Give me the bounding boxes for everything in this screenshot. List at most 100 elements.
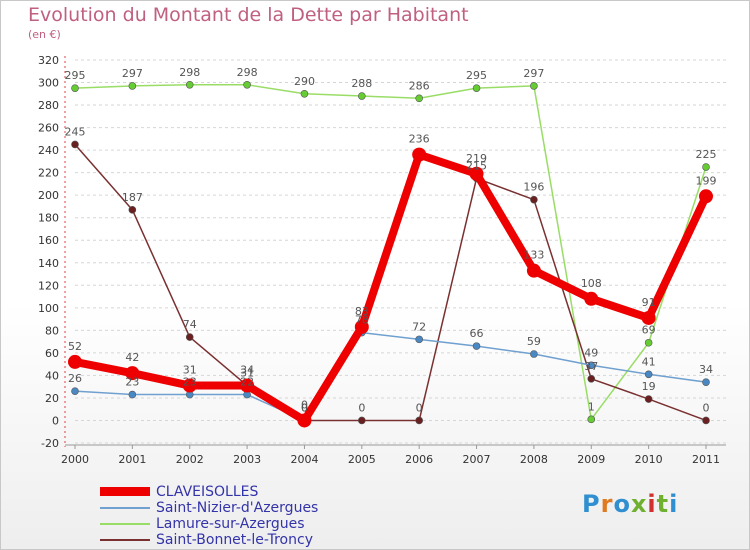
- data-label: 199: [696, 174, 717, 187]
- data-label: 1: [588, 400, 595, 413]
- data-label: 23: [183, 376, 197, 389]
- data-point: [530, 195, 538, 204]
- data-point: [182, 378, 197, 393]
- data-label: 297: [523, 67, 544, 80]
- data-label: 41: [642, 355, 656, 368]
- data-point: [125, 366, 140, 381]
- data-point: [297, 413, 312, 428]
- data-point: [415, 416, 423, 425]
- x-tick-label: 2006: [405, 453, 433, 466]
- data-label: 31: [240, 367, 254, 380]
- legend-swatch: [100, 507, 150, 509]
- y-tick-label: 0: [52, 414, 59, 427]
- data-point: [185, 80, 194, 89]
- data-label: 72: [412, 320, 426, 333]
- legend-label: Saint-Nizier-d'Azergues: [156, 500, 319, 516]
- legend-item-saint-bonnet: Saint-Bonnet-le-Troncy: [100, 532, 400, 548]
- legend-swatch: [100, 539, 150, 541]
- data-label: 91: [642, 296, 656, 309]
- x-tick-label: 2010: [635, 453, 663, 466]
- data-label: 215: [466, 159, 487, 172]
- y-tick-label: 140: [38, 257, 59, 270]
- data-label: 34: [699, 363, 713, 376]
- data-point: [702, 163, 710, 171]
- logo-letter: r: [600, 490, 614, 518]
- data-label: 22: [240, 376, 254, 389]
- series-line: [71, 150, 710, 425]
- grid: [75, 59, 726, 444]
- data-label: 0: [703, 401, 710, 414]
- data-point: [358, 416, 366, 425]
- y-tick-label: 180: [38, 212, 59, 225]
- data-label: 133: [523, 249, 544, 262]
- data-point: [702, 416, 710, 425]
- x-tick-label: 2007: [463, 453, 491, 466]
- data-point: [68, 354, 82, 369]
- data-label: 187: [122, 191, 143, 204]
- data-labels: 295 297 298 298 290 288 286 295 297 1 69 225 245 187 7…: [65, 66, 717, 415]
- x-tick-label: 2000: [61, 453, 89, 466]
- data-label: 298: [179, 66, 200, 79]
- x-tick-label: 2011: [692, 453, 720, 466]
- data-point: [415, 94, 423, 103]
- data-point: [358, 92, 366, 100]
- y-tick-label: 220: [38, 167, 59, 180]
- data-label: 26: [68, 372, 82, 385]
- data-label: 297: [122, 67, 143, 80]
- data-point: [128, 82, 137, 90]
- data-point: [71, 387, 79, 395]
- data-point: [584, 291, 599, 306]
- y-tick-label: 160: [38, 234, 59, 247]
- data-label: 59: [527, 335, 541, 348]
- chart-title: Evolution du Montant de la Dette par Hab…: [28, 4, 469, 26]
- data-point: [128, 390, 137, 399]
- data-label: 0: [358, 401, 365, 414]
- series-layer: [68, 80, 713, 428]
- y-tick-label: 260: [38, 122, 59, 135]
- data-point: [71, 140, 79, 149]
- y-tick-label: 60: [45, 347, 59, 360]
- data-point: [644, 338, 653, 347]
- series-line: [74, 84, 707, 421]
- x-tick-label: 2004: [290, 453, 318, 466]
- logo-letter: t: [656, 490, 670, 518]
- logo-letter: P: [582, 490, 601, 518]
- data-label: 0: [301, 398, 308, 411]
- x-tick-label: 2001: [118, 453, 146, 466]
- y-tick-label: 320: [38, 54, 59, 67]
- data-label: 34: [240, 364, 254, 377]
- data-label: 290: [294, 75, 315, 88]
- legend-item-claveisolles: CLAVEISOLLES: [100, 484, 400, 500]
- y-tick-label: 240: [38, 144, 59, 157]
- data-point: [530, 350, 538, 358]
- data-point: [412, 147, 427, 162]
- data-label: 219: [466, 152, 487, 165]
- data-label: 298: [237, 66, 258, 79]
- data-label: 31: [183, 364, 197, 377]
- data-label: 108: [581, 277, 602, 290]
- data-point: [702, 378, 710, 386]
- y-tick-label: -20: [41, 437, 59, 450]
- data-point: [472, 342, 481, 350]
- y-tick-label: 300: [38, 77, 59, 90]
- y-tick-label: 40: [45, 369, 59, 382]
- data-point: [472, 84, 481, 92]
- data-label: 19: [642, 380, 656, 393]
- y-tick-label: 120: [38, 279, 59, 292]
- data-point: [71, 84, 79, 92]
- chart-subtitle: (en €): [28, 28, 61, 41]
- data-label: 83: [355, 305, 369, 318]
- x-tick-label: 2003: [233, 453, 261, 466]
- data-label: 78: [355, 314, 369, 327]
- data-point: [644, 395, 653, 403]
- y-tick-label: 100: [38, 302, 59, 315]
- x-tick-label: 2009: [577, 453, 605, 466]
- data-label: 66: [470, 327, 484, 340]
- y-tick-label: 280: [38, 99, 59, 112]
- data-label: 245: [65, 125, 86, 138]
- data-label: 37: [584, 360, 598, 373]
- axes: -200204060801001201401601802002202402602…: [38, 54, 726, 466]
- y-tick-label: 200: [38, 189, 59, 202]
- data-point: [185, 333, 194, 341]
